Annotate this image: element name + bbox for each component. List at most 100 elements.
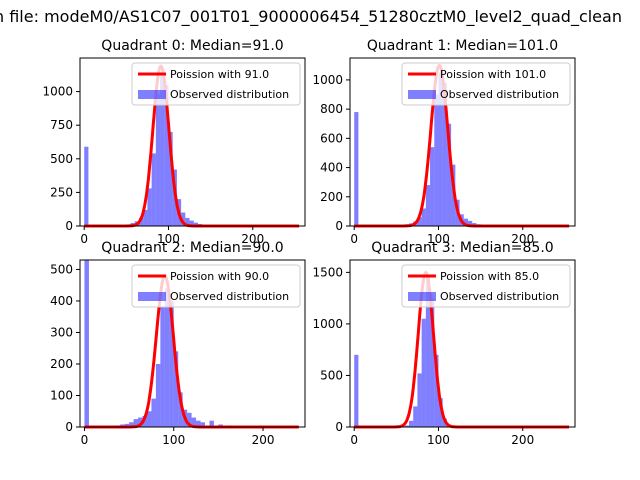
- hist-bar: [417, 373, 422, 427]
- x-tick-label: 0: [80, 232, 88, 246]
- y-tick-label: 0: [65, 219, 73, 233]
- y-tick-label: 500: [320, 368, 343, 382]
- x-tick-label: 0: [350, 232, 358, 246]
- legend-patch-swatch: [138, 90, 166, 99]
- y-tick-label: 0: [335, 420, 343, 434]
- y-tick-label: 200: [50, 357, 73, 371]
- hist-bar: [209, 420, 214, 427]
- legend-box: [131, 62, 301, 106]
- hist-bar: [164, 288, 170, 427]
- hist-bar: [146, 411, 152, 427]
- y-tick-label: 1000: [42, 85, 73, 99]
- legend-box: [401, 264, 571, 308]
- hist-bar: [185, 217, 190, 226]
- axes-frame: [79, 57, 306, 227]
- y-tick-label: 0: [65, 420, 73, 434]
- x-tick-label: 100: [162, 433, 185, 447]
- x-tick-label: 0: [81, 433, 89, 447]
- axes-frame: [349, 57, 576, 227]
- subplot-quadrant-2: 0 100 200 0 100 200 300 400 500 Quadrant 2: Media…: [50, 240, 306, 447]
- hist-bar: [178, 392, 183, 427]
- hist-bar: [425, 185, 431, 226]
- hist-bar: [430, 147, 435, 226]
- y-tick-label: 750: [50, 118, 73, 132]
- x-tick-label: 200: [252, 433, 275, 447]
- subplot-title: Quadrant 0: Median=91.0: [101, 38, 283, 54]
- axes-frame: [79, 259, 306, 428]
- hist-bar: [138, 417, 143, 427]
- y-tick-label: 500: [50, 262, 73, 276]
- hist-bar: [133, 419, 139, 427]
- hist-bar: [129, 422, 134, 427]
- legend-label: Poission with 85.0: [440, 270, 539, 283]
- hist-bar: [151, 153, 156, 226]
- x-tick-label: 200: [241, 232, 264, 246]
- legend-label: Poission with 90.0: [170, 270, 269, 283]
- subplot-quadrant-0: 0 100 200 0 250 500 750 1000 Quadrant 0: Median=…: [42, 38, 306, 246]
- legend: Poission with 90.0 Observed distribution: [131, 264, 301, 308]
- hist-bar: [164, 84, 169, 226]
- legend-label: Observed distribution: [440, 290, 559, 303]
- hist-bar: [354, 354, 359, 427]
- hist-bar: [187, 412, 192, 427]
- subplot-title: Quadrant 1: Median=101.0: [367, 38, 558, 54]
- x-tick-label: 100: [427, 433, 450, 447]
- hist-bar: [147, 188, 152, 226]
- legend-label: Observed distribution: [170, 290, 289, 303]
- hist-bar: [169, 300, 174, 427]
- hist-bar: [434, 94, 439, 227]
- legend-patch-swatch: [138, 292, 166, 301]
- hist-bar: [181, 212, 186, 226]
- hist-bar: [196, 420, 201, 427]
- subplot-title: Quadrant 3: Median=85.0: [371, 240, 553, 256]
- y-tick-label: 1500: [312, 265, 343, 279]
- x-tick-label: 100: [157, 232, 180, 246]
- y-tick-label: 800: [320, 102, 343, 116]
- legend-patch-swatch: [408, 90, 436, 99]
- hist-bar: [354, 112, 359, 226]
- y-tick-label: 100: [50, 388, 73, 402]
- legend: Poission with 85.0 Observed distribution: [401, 264, 571, 308]
- hist-bar: [463, 218, 468, 226]
- y-tick-label: 600: [320, 131, 343, 145]
- hist-bar: [421, 208, 426, 226]
- legend: Poission with 101.0 Observed distribution: [401, 62, 571, 106]
- figure-suptitle: n file: modeM0/AS1C07_001T01_9000006454_…: [0, 7, 622, 27]
- y-tick-label: 250: [50, 185, 73, 199]
- hist-bar: [84, 260, 89, 427]
- hist-bar: [421, 318, 426, 427]
- hist-bar: [417, 217, 422, 226]
- legend-label: Observed distribution: [440, 88, 559, 101]
- legend-label: Poission with 101.0: [440, 68, 546, 81]
- hist-bar: [200, 422, 205, 427]
- hist-bar: [191, 417, 197, 427]
- y-tick-label: 200: [320, 190, 343, 204]
- subplot-quadrant-1: 0 100 200 0 200 400 600 800 1000 Quadrant 1: Medi…: [312, 38, 576, 246]
- hist-bar: [467, 220, 473, 226]
- y-tick-label: 500: [50, 152, 73, 166]
- legend: Poission with 91.0 Observed distribution: [131, 62, 301, 106]
- x-tick-label: 0: [350, 433, 358, 447]
- hist-bar: [138, 217, 144, 226]
- hist-bar: [173, 351, 179, 427]
- hist-bar: [155, 94, 161, 227]
- legend-box: [401, 62, 571, 106]
- hist-bar: [438, 72, 443, 226]
- hist-bar: [430, 298, 435, 427]
- legend-patch-swatch: [408, 292, 436, 301]
- hist-bar: [189, 220, 194, 226]
- subplot-quadrant-3: 0 100 200 0 500 1000 1500 Quadrant 3: Median=85…: [312, 240, 576, 447]
- legend-label: Poission with 91.0: [170, 68, 269, 81]
- hist-bar: [160, 307, 165, 427]
- hist-bar: [408, 420, 414, 427]
- hist-bar: [160, 75, 165, 226]
- hist-bar: [425, 277, 431, 427]
- y-tick-label: 1000: [312, 317, 343, 331]
- y-tick-label: 0: [335, 219, 343, 233]
- axes-frame: [349, 259, 576, 428]
- hist-bar: [404, 425, 409, 427]
- hist-bar: [193, 222, 198, 226]
- subplot-title: Quadrant 2: Median=90.0: [101, 240, 283, 256]
